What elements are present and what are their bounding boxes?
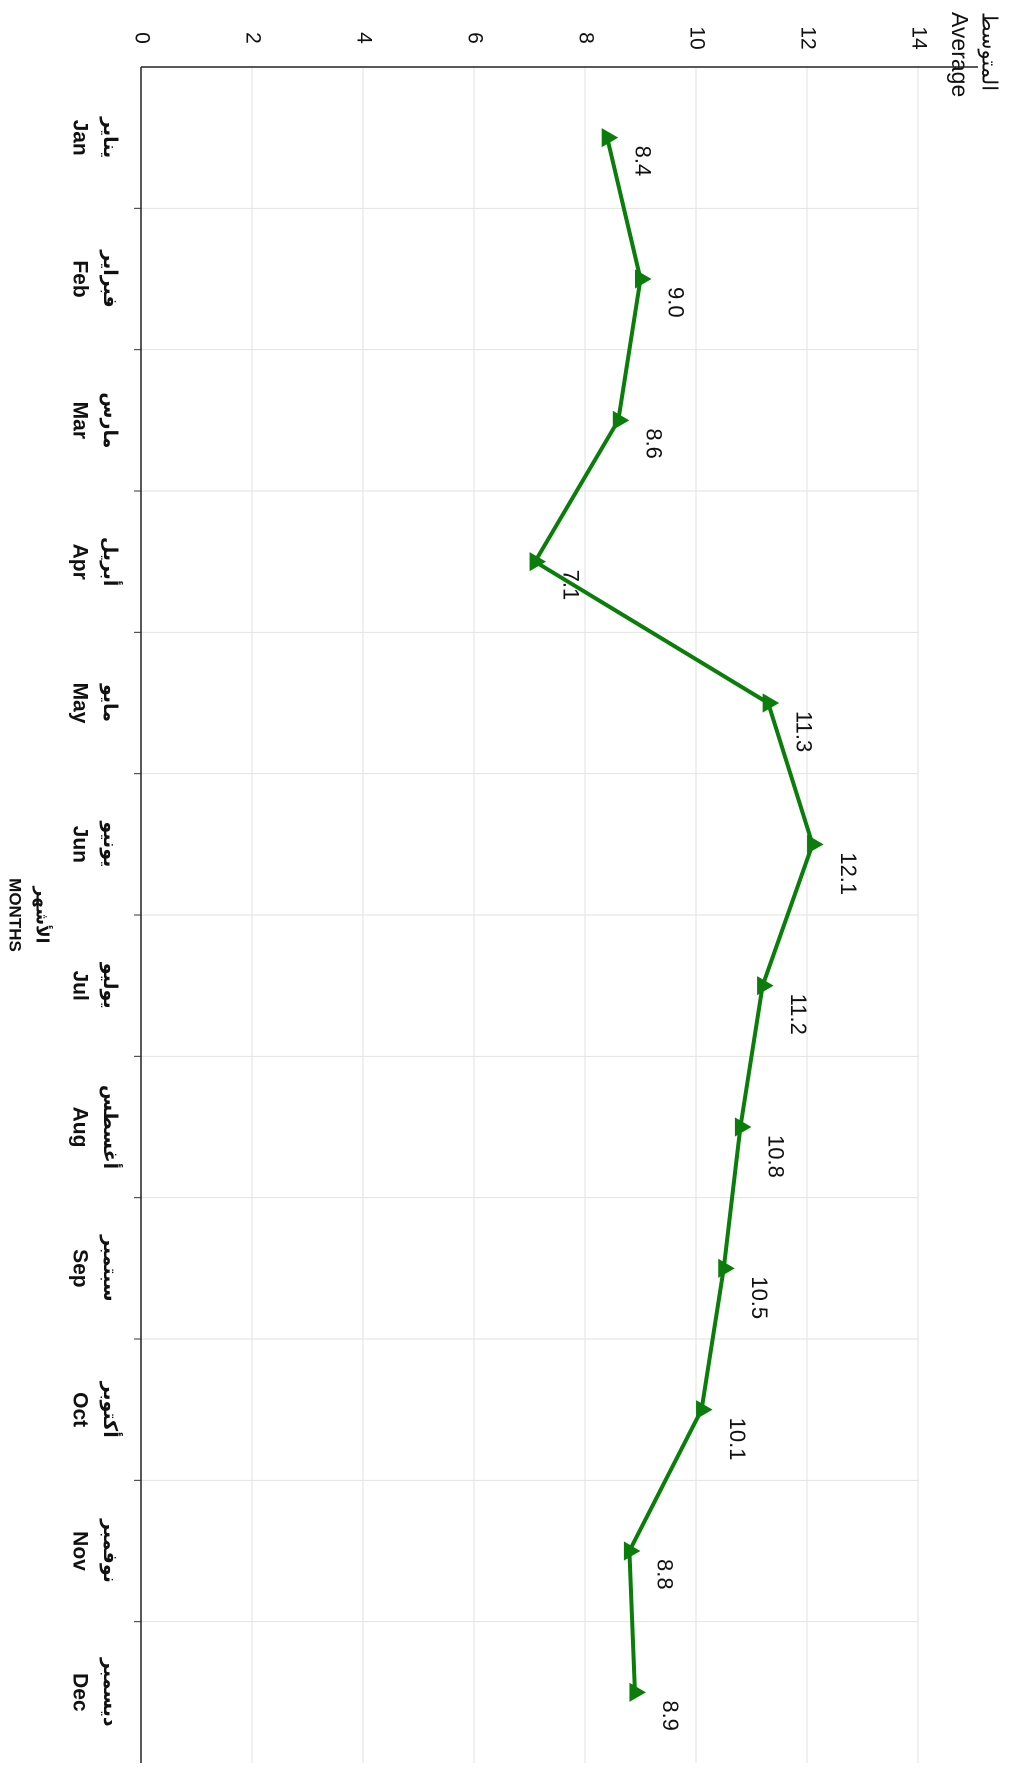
x-tick-label-ar: مايو: [99, 683, 120, 722]
data-label: 8.9: [658, 1700, 683, 1731]
x-tick-label-ar: نوفمبر: [99, 1518, 120, 1583]
data-label: 11.3: [791, 711, 816, 752]
x-tick-label: Jun: [68, 826, 91, 863]
marker: [635, 269, 652, 289]
y-tick-label: 12: [796, 26, 819, 49]
y-tick-label: 6: [463, 32, 486, 44]
x-tick-label: Apr: [68, 544, 91, 580]
x-tick-label: Mar: [68, 402, 91, 439]
x-tick-label-ar: فبراير: [99, 249, 120, 307]
marker: [762, 693, 780, 713]
x-tick-label-ar: مارس: [99, 392, 120, 448]
x-tick-label-ar: أكتوبر: [99, 1381, 123, 1438]
data-label: 11.2: [786, 994, 811, 1035]
marker: [734, 1117, 752, 1137]
marker: [629, 1682, 646, 1702]
x-tick-label-ar: يوليو: [99, 962, 120, 1009]
marker: [807, 834, 824, 854]
y-tick-label: 8: [574, 32, 597, 44]
data-label: 12.1: [836, 852, 861, 895]
marker: [757, 976, 774, 996]
data-label: 10.5: [747, 1276, 772, 1319]
data-label: 10.8: [764, 1135, 789, 1178]
x-tick-label-ar: سبتمبر: [99, 1234, 120, 1302]
x-tick-label-ar: أغسطس: [99, 1085, 123, 1169]
marker: [718, 1258, 735, 1278]
y-tick-label: 0: [130, 32, 153, 44]
data-label: 9.0: [664, 287, 689, 318]
x-tick-label-ar: ديسمبر: [99, 1657, 120, 1727]
y-tick-label: 2: [241, 32, 264, 44]
data-label: 7.1: [558, 570, 583, 601]
rotated-chart: المتوسط Average الأشهر MONTHS 0 2 4 6 8 10 12 1…: [6, 12, 1000, 1763]
y-axis-title: Average: [947, 12, 973, 97]
data-label: 8.8: [653, 1559, 678, 1590]
x-tick-label: Feb: [68, 260, 91, 297]
marker: [696, 1400, 713, 1420]
x-axis-title-ar: الأشهر: [32, 885, 53, 943]
marker: [623, 1541, 641, 1561]
x-tick-label: Aug: [68, 1107, 91, 1148]
x-tick-label: Dec: [68, 1673, 91, 1712]
x-tick-label: Oct: [68, 1392, 91, 1427]
x-tick-label: May: [68, 683, 91, 724]
data-label: 8.6: [641, 428, 666, 459]
marker: [601, 128, 619, 148]
series-line: [533, 137, 815, 1693]
y-tick-label: 10: [685, 26, 708, 49]
x-axis-title: MONTHS: [6, 878, 25, 952]
x-tick-label: Nov: [68, 1531, 91, 1571]
y-tick-label: 4: [352, 32, 375, 44]
data-label: 10.1: [725, 1418, 750, 1461]
y-axis-title-ar: المتوسط: [977, 12, 1000, 91]
x-tick-label: Jul: [68, 970, 91, 1000]
y-tick-label: 14: [907, 26, 930, 50]
x-tick-label: Jan: [68, 120, 91, 156]
x-tick-label-ar: يونيو: [99, 820, 120, 867]
data-label: 8.4: [630, 146, 655, 177]
x-tick-label: Sep: [68, 1249, 91, 1288]
x-tick-label-ar: أبريل: [99, 537, 123, 587]
marker: [612, 410, 630, 430]
x-tick-label-ar: يناير: [99, 116, 120, 158]
marker: [529, 552, 547, 572]
